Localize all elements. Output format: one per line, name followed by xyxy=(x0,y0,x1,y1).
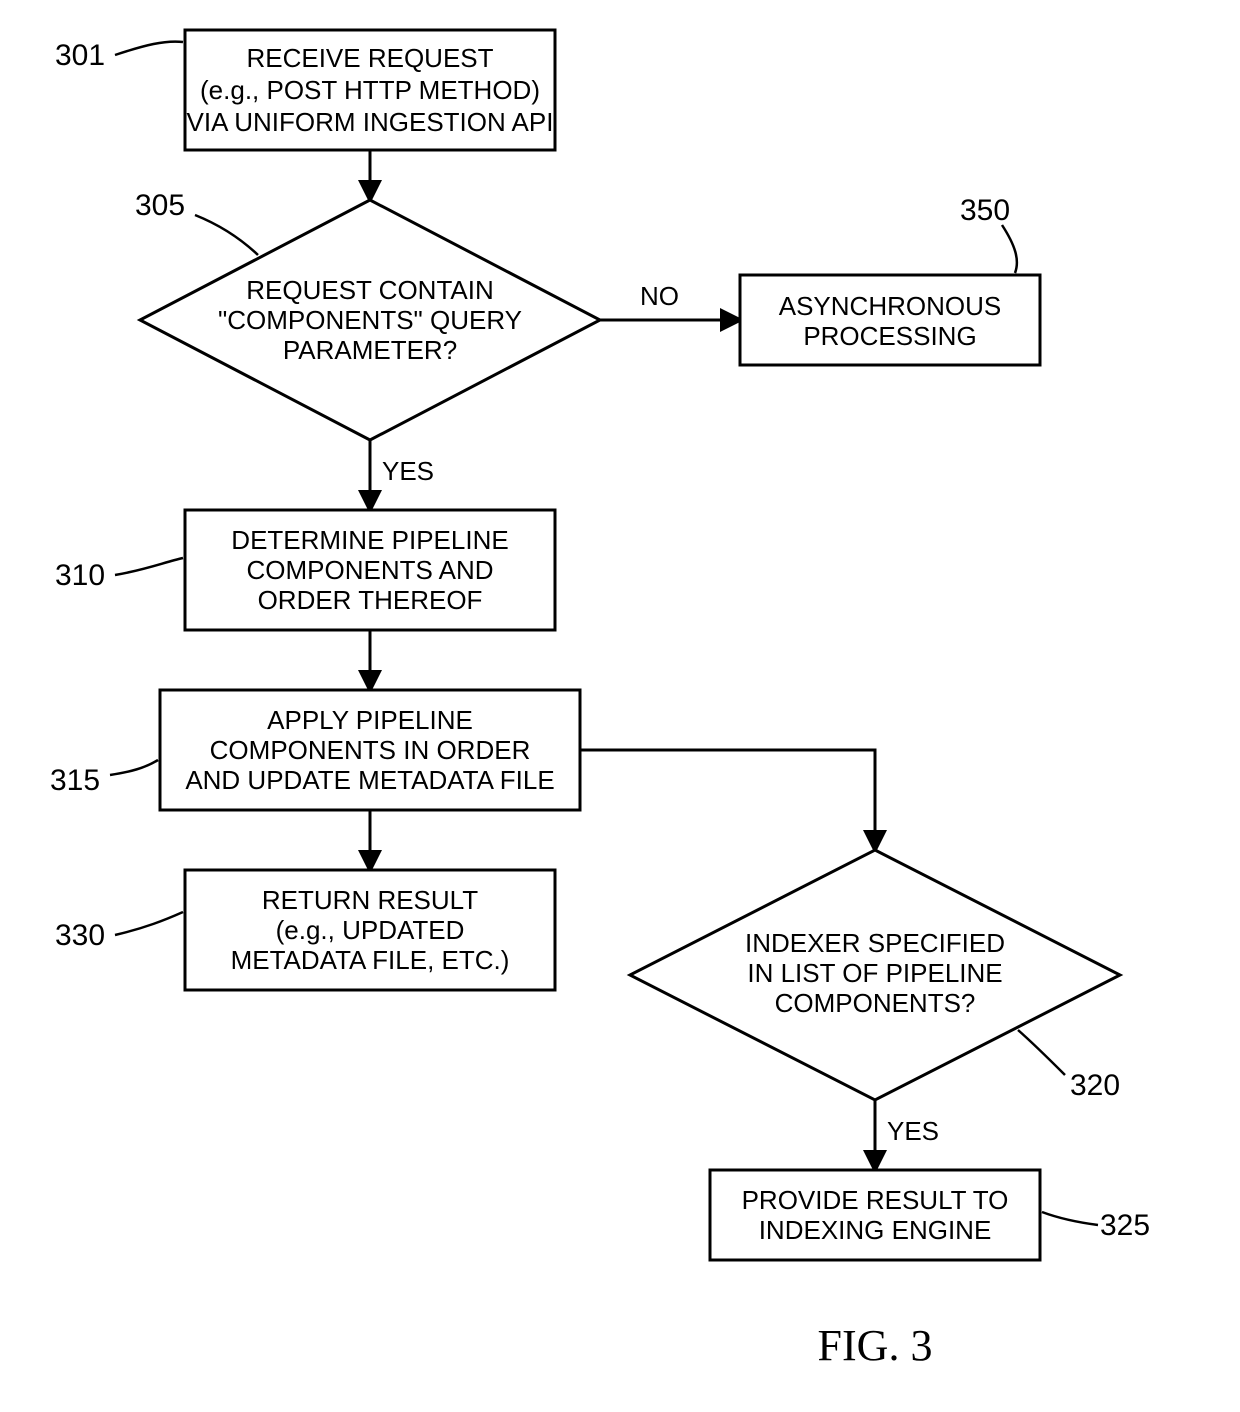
node-315-line2: COMPONENTS IN ORDER xyxy=(210,735,531,765)
leader-305 xyxy=(195,215,258,255)
leader-330 xyxy=(115,912,183,935)
ref-305: 305 xyxy=(135,189,185,222)
leader-315 xyxy=(110,760,158,775)
node-305: REQUEST CONTAIN "COMPONENTS" QUERY PARAM… xyxy=(140,200,600,440)
node-320-line1: INDEXER SPECIFIED xyxy=(745,928,1005,958)
leader-301 xyxy=(115,42,183,55)
node-305-line2: "COMPONENTS" QUERY xyxy=(218,305,522,335)
node-310: DETERMINE PIPELINE COMPONENTS AND ORDER … xyxy=(185,510,555,630)
node-315-line3: AND UPDATE METADATA FILE xyxy=(185,765,554,795)
ref-325: 325 xyxy=(1100,1209,1150,1242)
leader-325 xyxy=(1042,1212,1098,1225)
node-330-line2: (e.g., UPDATED xyxy=(276,915,465,945)
node-325-line2: INDEXING ENGINE xyxy=(759,1215,992,1245)
ref-315: 315 xyxy=(50,764,100,797)
ref-350: 350 xyxy=(960,194,1010,227)
ref-320: 320 xyxy=(1070,1069,1120,1102)
leader-320 xyxy=(1018,1030,1065,1075)
node-301-line2: (e.g., POST HTTP METHOD) xyxy=(200,75,540,105)
edge-315-320 xyxy=(580,750,875,850)
node-301-line3: VIA UNIFORM INGESTION API xyxy=(187,107,554,137)
node-315: APPLY PIPELINE COMPONENTS IN ORDER AND U… xyxy=(160,690,580,810)
leader-310 xyxy=(115,558,183,575)
edge-305-350-label: NO xyxy=(640,281,679,311)
ref-301: 301 xyxy=(55,39,105,72)
ref-310: 310 xyxy=(55,559,105,592)
node-310-line3: ORDER THEREOF xyxy=(258,585,483,615)
node-320-line2: IN LIST OF PIPELINE xyxy=(747,958,1002,988)
node-310-line2: COMPONENTS AND xyxy=(246,555,493,585)
node-350: ASYNCHRONOUS PROCESSING xyxy=(740,275,1040,365)
figure-caption: FIG. 3 xyxy=(818,1321,933,1370)
node-325: PROVIDE RESULT TO INDEXING ENGINE xyxy=(710,1170,1040,1260)
node-325-line1: PROVIDE RESULT TO xyxy=(742,1185,1009,1215)
node-315-line1: APPLY PIPELINE xyxy=(267,705,473,735)
node-301: RECEIVE REQUEST (e.g., POST HTTP METHOD)… xyxy=(185,30,555,150)
node-330: RETURN RESULT (e.g., UPDATED METADATA FI… xyxy=(185,870,555,990)
node-320-line3: COMPONENTS? xyxy=(775,988,976,1018)
ref-330: 330 xyxy=(55,919,105,952)
node-350-line1: ASYNCHRONOUS xyxy=(779,291,1001,321)
node-350-line2: PROCESSING xyxy=(803,321,976,351)
node-320: INDEXER SPECIFIED IN LIST OF PIPELINE CO… xyxy=(630,850,1120,1100)
node-305-line3: PARAMETER? xyxy=(283,335,457,365)
node-330-line1: RETURN RESULT xyxy=(262,885,478,915)
node-301-line1: RECEIVE REQUEST xyxy=(246,43,493,73)
node-305-line1: REQUEST CONTAIN xyxy=(246,275,494,305)
node-330-line3: METADATA FILE, ETC.) xyxy=(231,945,510,975)
edge-320-325-label: YES xyxy=(887,1116,939,1146)
leader-350 xyxy=(1002,225,1017,273)
edge-305-310-label: YES xyxy=(382,456,434,486)
node-310-line1: DETERMINE PIPELINE xyxy=(231,525,508,555)
